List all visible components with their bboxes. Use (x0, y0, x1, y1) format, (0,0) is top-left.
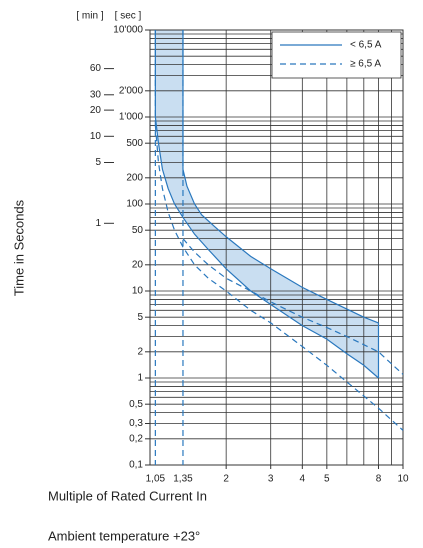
y-axis-label: Time in Seconds (11, 199, 26, 296)
x-tick-label: 2 (223, 474, 229, 485)
y-minute-tick-label: 30 (90, 89, 102, 100)
y-tick-label: 1'000 (119, 112, 144, 123)
x-axis-label: Multiple of Rated Current In (48, 488, 207, 503)
y-tick-label: 10'000 (113, 25, 143, 36)
y-tick-label: 10 (132, 286, 144, 297)
y-tick-label: 0,2 (129, 433, 143, 444)
y-tick-label: 0,5 (129, 399, 143, 410)
y-minute-tick-label: 1 (95, 218, 101, 229)
unit-sec: [ sec ] (115, 11, 142, 22)
note: Ambient temperature +23° (48, 528, 200, 543)
legend-box (271, 31, 402, 79)
y-tick-label: 5 (137, 312, 143, 323)
legend-label: ≥ 6,5 A (350, 59, 381, 70)
y-minute-tick-label: 5 (95, 157, 101, 168)
curve (154, 125, 404, 431)
unit-min: [ min ] (76, 11, 103, 22)
x-tick-label: 5 (324, 474, 330, 485)
y-minute-tick-label: 20 (90, 105, 102, 116)
x-tick-label: 10 (397, 474, 409, 485)
x-tick-label: 3 (268, 474, 274, 485)
y-tick-label: 0,3 (129, 418, 143, 429)
y-tick-label: 100 (126, 199, 143, 210)
y-tick-label: 2'000 (119, 85, 144, 96)
y-tick-label: 0,1 (129, 460, 143, 471)
x-tick-label: 8 (376, 474, 382, 485)
x-tick-label: 4 (300, 474, 306, 485)
y-minute-tick-label: 60 (90, 63, 102, 74)
y-minute-tick-label: 10 (90, 131, 102, 142)
y-tick-label: 50 (132, 225, 144, 236)
curve (182, 30, 379, 324)
y-tick-label: 500 (126, 138, 143, 149)
x-tick-label: 1,35 (173, 474, 193, 485)
y-tick-label: 200 (126, 172, 143, 183)
y-tick-label: 20 (132, 259, 144, 270)
y-tick-label: 2 (137, 346, 143, 357)
curve (154, 30, 379, 379)
y-tick-label: 1 (137, 373, 143, 384)
plot-frame (149, 29, 404, 466)
x-tick-label: 1,05 (146, 474, 166, 485)
legend-label: < 6,5 A (350, 40, 382, 51)
curve (182, 238, 404, 375)
